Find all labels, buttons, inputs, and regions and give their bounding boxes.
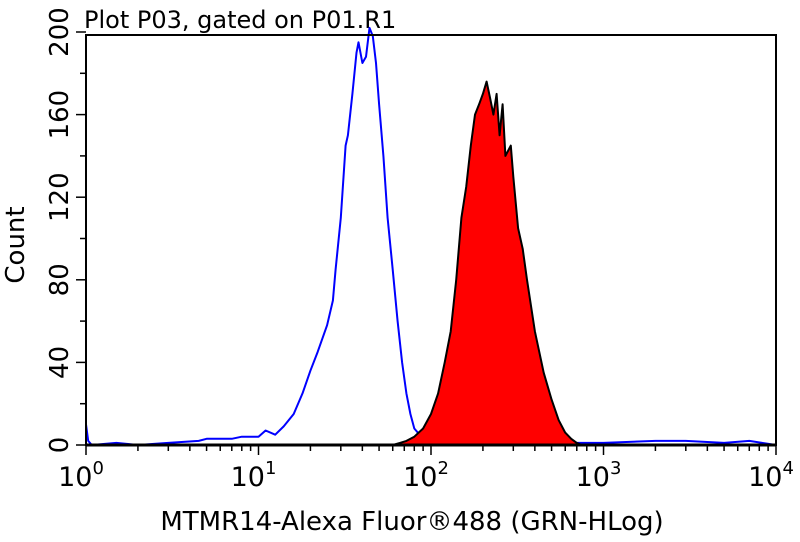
y-axis-label: Count — [1, 206, 31, 283]
y-tick-label: 160 — [45, 90, 75, 140]
x-tick-label: 101 — [231, 458, 277, 493]
x-tick-label: 102 — [403, 458, 449, 493]
y-tick-label: 40 — [45, 346, 75, 379]
x-tick-label: 103 — [576, 458, 622, 493]
chart-title: Plot P03, gated on P01.R1 — [84, 6, 396, 34]
y-tick-label: 80 — [45, 263, 75, 296]
filled-histogram-series — [391, 80, 583, 446]
y-tick-label: 200 — [45, 7, 75, 57]
y-tick-label: 0 — [45, 437, 75, 454]
x-axis-label: MTMR14-Alexa Fluor®488 (GRN-HLog) — [160, 507, 663, 537]
plot-frame — [85, 34, 777, 446]
outline-histogram-series — [85, 26, 777, 446]
x-tick-label: 104 — [748, 458, 794, 493]
x-tick-label: 100 — [58, 458, 104, 493]
y-tick-label: 120 — [45, 172, 75, 222]
